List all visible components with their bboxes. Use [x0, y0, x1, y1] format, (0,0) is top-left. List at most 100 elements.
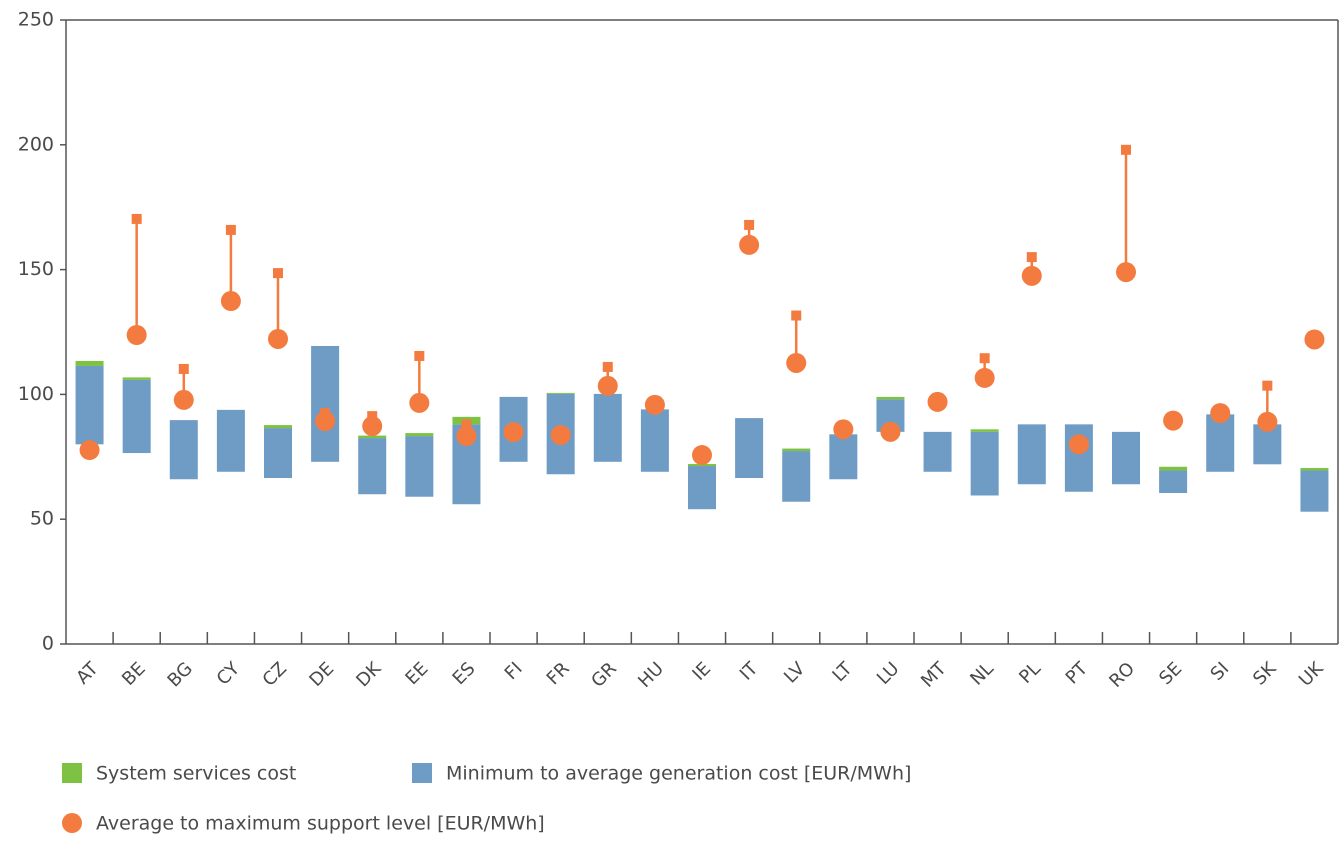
- avg-marker: [833, 419, 854, 440]
- x-tick-label: MT: [917, 658, 951, 692]
- range-bar: [169, 420, 198, 480]
- max-marker: [744, 219, 755, 230]
- legend-label: Minimum to average generation cost [EUR/…: [446, 763, 911, 785]
- avg-marker: [315, 411, 336, 432]
- avg-marker: [597, 375, 618, 396]
- avg-marker: [1021, 265, 1042, 286]
- avg-marker: [456, 426, 477, 447]
- max-marker: [414, 350, 425, 361]
- range-bar: [311, 345, 340, 462]
- x-tick-label: FR: [543, 658, 574, 689]
- avg-marker: [644, 394, 665, 415]
- x-tick-label: HU: [634, 658, 668, 692]
- max-marker: [791, 310, 802, 321]
- max-marker: [461, 419, 472, 430]
- avg-marker: [1163, 410, 1184, 431]
- avg-marker: [362, 416, 383, 437]
- x-tick-label: ES: [449, 658, 480, 689]
- x-tick-label: PL: [1015, 658, 1045, 688]
- y-tick-label: 150: [18, 258, 54, 280]
- range-bar: [264, 428, 292, 479]
- x-tick-label: DE: [305, 658, 338, 691]
- range-bar: [122, 379, 151, 454]
- x-tick-label: CZ: [259, 658, 291, 690]
- range-bar: [923, 431, 952, 472]
- legend-swatch: [62, 763, 82, 783]
- x-tick-label: FI: [501, 658, 527, 684]
- x-tick-label: LV: [780, 658, 810, 688]
- range-bar: [735, 418, 764, 479]
- stack-segment: [1159, 466, 1188, 471]
- max-marker: [1121, 144, 1131, 155]
- avg-marker: [1210, 403, 1231, 424]
- stack-segment: [1300, 468, 1329, 471]
- legend-label: System services cost: [96, 763, 296, 785]
- avg-marker: [739, 234, 760, 255]
- range-bar: [216, 409, 245, 472]
- x-tick-label: DK: [352, 657, 386, 691]
- avg-marker: [409, 392, 430, 413]
- range-bar: [593, 393, 622, 462]
- avg-marker: [1116, 262, 1136, 283]
- range-bar: [1112, 431, 1140, 485]
- x-tick-label: UK: [1295, 657, 1328, 690]
- stack-segment: [122, 377, 151, 380]
- max-marker: [979, 353, 990, 364]
- stack-segment: [405, 433, 434, 437]
- legend-swatch: [412, 763, 432, 783]
- max-marker: [178, 363, 189, 374]
- avg-marker: [79, 440, 100, 461]
- range-bar: [688, 466, 716, 510]
- x-tick-label: EE: [401, 658, 432, 689]
- x-tick-label: SK: [1249, 657, 1281, 689]
- legend-label: Average to maximum support level [EUR/MW…: [96, 813, 545, 835]
- x-tick-label: AT: [72, 658, 103, 689]
- y-tick-label: 50: [30, 508, 54, 530]
- x-tick-label: NL: [966, 658, 997, 689]
- range-bar: [75, 365, 104, 445]
- range-bar: [782, 451, 811, 502]
- y-tick-label: 100: [18, 383, 54, 405]
- stack-segment: [876, 396, 905, 400]
- x-tick-label: PT: [1062, 658, 1093, 689]
- avg-marker: [268, 328, 288, 349]
- x-tick-label: IT: [736, 658, 763, 685]
- stack-segment: [264, 425, 292, 429]
- x-tick-label: SE: [1155, 658, 1186, 689]
- range-bar: [1206, 414, 1235, 472]
- x-tick-label: BE: [118, 658, 150, 690]
- stack-segment: [358, 435, 387, 439]
- max-marker: [1026, 252, 1037, 263]
- stack-segment: [75, 360, 104, 366]
- avg-marker: [503, 422, 524, 443]
- x-tick-label: GR: [587, 658, 621, 692]
- x-tick-label: CY: [213, 658, 245, 690]
- range-bar: [1017, 424, 1046, 485]
- max-marker: [225, 224, 236, 235]
- avg-marker: [786, 352, 807, 373]
- avg-marker: [1304, 329, 1325, 350]
- y-tick-label: 200: [18, 133, 54, 155]
- range-bar: [829, 434, 858, 480]
- x-tick-label: BG: [164, 658, 197, 691]
- x-tick-label: LT: [828, 658, 857, 687]
- max-marker: [273, 268, 283, 279]
- range-bar: [970, 431, 999, 496]
- avg-marker: [126, 324, 147, 345]
- max-marker: [602, 361, 613, 372]
- avg-marker: [974, 367, 995, 388]
- x-tick-label: RO: [1105, 658, 1139, 692]
- avg-marker: [220, 291, 241, 312]
- range-bar: [1159, 470, 1188, 493]
- x-tick-label: LU: [873, 658, 904, 689]
- x-tick-label: IE: [688, 658, 715, 685]
- range-bar: [358, 438, 387, 495]
- y-tick-label: 250: [18, 9, 54, 31]
- avg-marker: [927, 391, 948, 412]
- max-marker: [131, 213, 142, 224]
- legend-swatch: [62, 813, 82, 833]
- stack-segment: [970, 429, 999, 432]
- avg-marker: [550, 425, 571, 446]
- avg-marker: [880, 421, 901, 442]
- avg-marker: [1257, 411, 1278, 432]
